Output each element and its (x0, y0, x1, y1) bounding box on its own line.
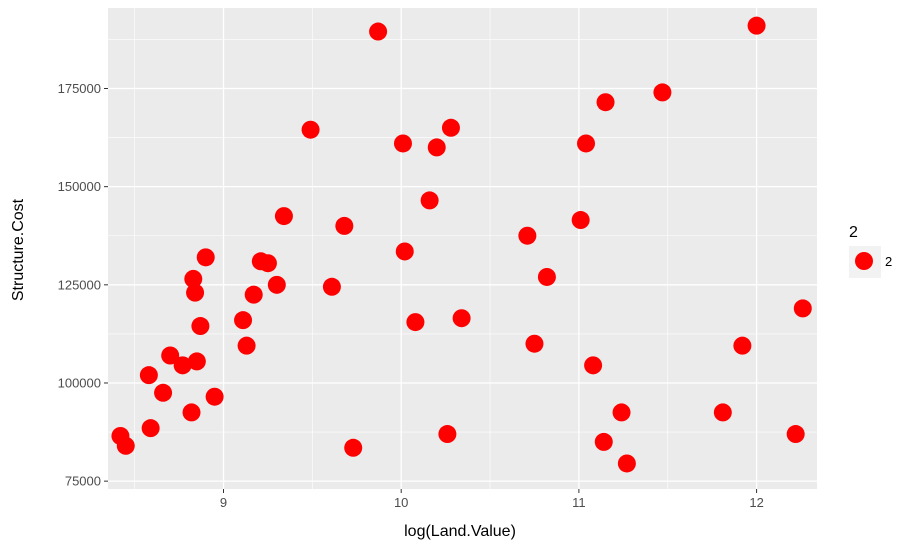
data-point (733, 336, 752, 355)
data-point (186, 283, 205, 302)
y-tick-label: 75000 (65, 474, 101, 489)
data-point (395, 242, 414, 261)
legend-entry-label: 2 (885, 254, 892, 269)
data-point (786, 425, 805, 444)
y-axis-tick-labels: 75000 100000 125000 150000 175000 (58, 81, 101, 489)
x-tick-label: 9 (220, 495, 227, 510)
data-point (393, 134, 412, 153)
data-point (617, 454, 636, 473)
data-point (335, 216, 354, 235)
y-tick-label: 175000 (58, 81, 101, 96)
data-point (427, 138, 446, 157)
data-point (196, 248, 215, 267)
data-point (234, 311, 253, 330)
data-point (571, 211, 590, 230)
legend-title: 2 (849, 224, 858, 241)
data-point (344, 438, 363, 457)
data-point (518, 226, 537, 245)
data-point (369, 22, 388, 41)
data-point (301, 120, 320, 139)
data-point (267, 275, 286, 294)
legend: 2 2 (849, 224, 892, 278)
data-point (452, 309, 471, 328)
data-point (438, 425, 457, 444)
data-point (612, 403, 631, 422)
data-point (173, 356, 192, 375)
plot-panel (108, 8, 817, 489)
y-tick-label: 100000 (58, 375, 101, 390)
data-point (747, 16, 766, 35)
data-point (244, 285, 263, 304)
data-point (274, 207, 293, 226)
data-point (258, 254, 277, 273)
legend-key-marker (855, 252, 873, 270)
data-point (191, 317, 210, 336)
x-axis-tick-labels: 9 10 11 12 (220, 495, 764, 510)
data-point (184, 269, 203, 288)
data-point (406, 313, 425, 332)
data-point (537, 267, 556, 286)
x-tick-label: 10 (394, 495, 408, 510)
data-point (653, 83, 672, 102)
data-point (584, 356, 603, 375)
data-point (594, 432, 613, 451)
data-point (154, 383, 173, 402)
x-tick-label: 12 (749, 495, 763, 510)
data-point (596, 93, 615, 112)
y-tick-label: 125000 (58, 277, 101, 292)
data-point (161, 346, 180, 365)
data-point (420, 191, 439, 210)
x-tick-label: 11 (572, 495, 586, 510)
y-axis-title: Structure.Cost (10, 198, 27, 301)
data-point (141, 419, 160, 438)
data-points (111, 16, 812, 473)
data-point (322, 277, 341, 296)
data-point (116, 436, 135, 455)
data-point (793, 299, 812, 318)
data-point (187, 352, 206, 371)
data-point (205, 387, 224, 406)
data-point (525, 334, 544, 353)
axis-ticks (104, 87, 758, 493)
data-point (182, 403, 201, 422)
data-point (576, 134, 595, 153)
data-point (713, 403, 732, 422)
x-axis-title: log(Land.Value) (404, 523, 516, 540)
data-point (237, 336, 256, 355)
data-point (139, 366, 158, 385)
data-point (441, 118, 460, 137)
y-tick-label: 150000 (58, 179, 101, 194)
